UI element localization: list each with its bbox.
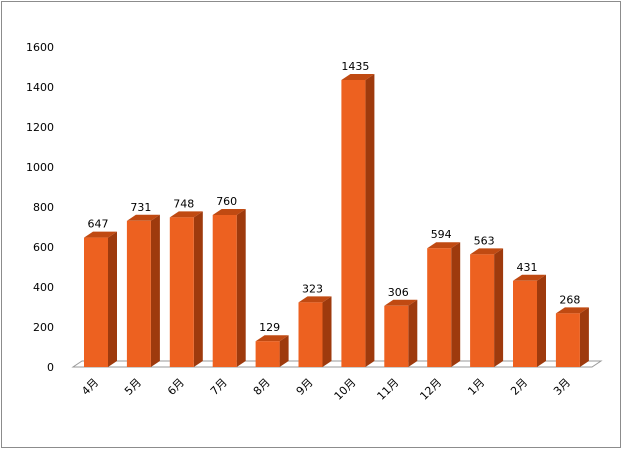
bar-side bbox=[279, 335, 289, 367]
x-tick-label: 2月 bbox=[508, 376, 530, 398]
bar-top bbox=[298, 296, 332, 303]
bar bbox=[384, 305, 409, 367]
y-tick-label: 800 bbox=[33, 201, 54, 214]
data-label: 748 bbox=[173, 197, 194, 210]
bar-top bbox=[427, 242, 461, 249]
bar bbox=[169, 217, 194, 367]
bar-chart: 0 200 400 600 800 1000 1200 1400 1600 647 731 748 7… bbox=[26, 41, 603, 403]
y-tick-label: 1600 bbox=[26, 41, 54, 54]
bar-top bbox=[555, 307, 589, 314]
y-tick-label: 0 bbox=[47, 361, 54, 374]
x-tick-label: 9月 bbox=[294, 376, 316, 398]
bar-top bbox=[212, 209, 246, 215]
bar bbox=[212, 215, 237, 367]
data-label: 731 bbox=[130, 201, 151, 214]
x-tick-label: 10月 bbox=[332, 376, 359, 403]
bar bbox=[341, 80, 366, 367]
x-tick-label: 4月 bbox=[79, 376, 101, 398]
bar-side bbox=[365, 74, 375, 367]
data-label: 760 bbox=[216, 195, 237, 208]
bar-side bbox=[451, 242, 461, 367]
bar-side bbox=[494, 248, 504, 367]
data-label: 594 bbox=[431, 228, 452, 241]
bar-top bbox=[126, 214, 160, 221]
bar bbox=[255, 341, 280, 367]
x-tick-label: 7月 bbox=[208, 376, 230, 398]
bar-side bbox=[108, 231, 117, 367]
bar bbox=[555, 313, 580, 367]
data-label: 306 bbox=[388, 286, 409, 299]
y-tick-label: 200 bbox=[33, 321, 54, 334]
bar-side bbox=[537, 274, 546, 367]
bar-top bbox=[384, 299, 418, 306]
y-tick-label: 600 bbox=[33, 241, 54, 254]
bar bbox=[126, 220, 151, 367]
bar-top bbox=[169, 211, 203, 218]
y-axis: 0 200 400 600 800 1000 1200 1400 1600 bbox=[26, 41, 54, 374]
bar-top bbox=[513, 274, 546, 281]
x-tick-label: 8月 bbox=[251, 376, 273, 398]
chart-floor-plane bbox=[71, 360, 603, 368]
x-tick-label: 1月 bbox=[465, 376, 487, 398]
bar-side bbox=[322, 296, 332, 367]
y-tick-label: 1200 bbox=[26, 121, 54, 134]
bar-side bbox=[408, 299, 418, 367]
bar-top bbox=[341, 74, 375, 80]
chart-frame: 0 200 400 600 800 1000 1200 1400 1600 647 731 748 7… bbox=[1, 1, 621, 448]
data-label: 268 bbox=[559, 293, 580, 306]
bar-side bbox=[193, 211, 203, 367]
x-tick-label: 11月 bbox=[375, 376, 402, 403]
data-label: 323 bbox=[302, 282, 323, 295]
y-tick-label: 1000 bbox=[26, 161, 54, 174]
y-tick-label: 1400 bbox=[26, 81, 54, 94]
y-tick-label: 400 bbox=[33, 281, 54, 294]
x-tick-label: 12月 bbox=[417, 376, 444, 403]
bar-top bbox=[84, 231, 117, 238]
bar-side bbox=[150, 214, 160, 367]
bars bbox=[84, 74, 589, 367]
bar bbox=[513, 280, 537, 367]
data-label: 563 bbox=[474, 234, 495, 247]
x-axis: 4月 5月 6月 7月 8月 9月 10月 11月 12月 1月 2月 3月 bbox=[79, 376, 573, 403]
bar-top bbox=[255, 335, 289, 342]
bar bbox=[427, 248, 452, 367]
data-label: 1435 bbox=[341, 60, 369, 73]
bar bbox=[470, 254, 495, 367]
bar-top bbox=[470, 248, 504, 255]
x-tick-label: 3月 bbox=[551, 376, 573, 398]
bar-side bbox=[579, 307, 589, 367]
data-label: 431 bbox=[517, 261, 538, 274]
bar bbox=[84, 237, 108, 367]
bar bbox=[298, 302, 323, 367]
value-labels: 647 731 748 760 129 323 1435 306 594 563 431 268 bbox=[88, 60, 581, 334]
chart-floor bbox=[71, 360, 603, 368]
data-label: 129 bbox=[259, 321, 280, 334]
x-tick-label: 5月 bbox=[122, 376, 144, 398]
x-tick-label: 6月 bbox=[165, 376, 187, 398]
data-label: 647 bbox=[88, 218, 109, 231]
bar-side bbox=[236, 209, 246, 367]
